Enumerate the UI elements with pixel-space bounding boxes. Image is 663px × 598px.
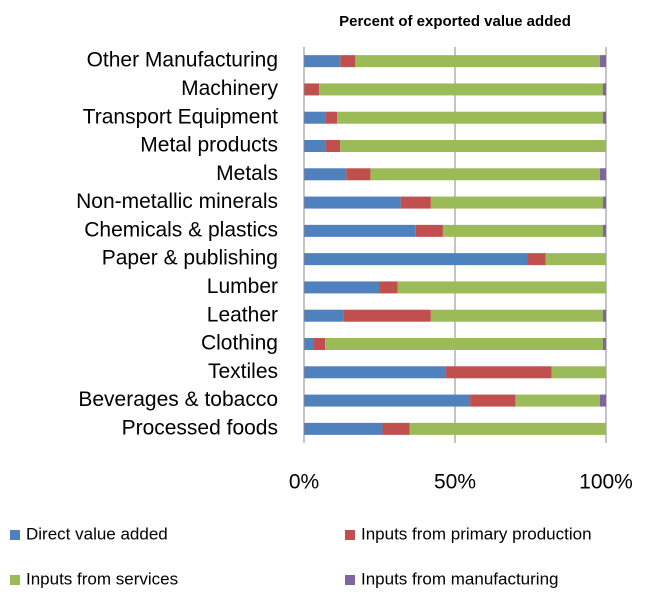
bar-segment: [379, 281, 398, 294]
bar-segment: [445, 366, 552, 379]
bar-segment: [599, 168, 606, 181]
bar-segment: [602, 196, 606, 209]
bar-segment: [313, 338, 326, 350]
chart-title: Percent of exported value added: [339, 13, 571, 30]
bar-segment: [382, 422, 410, 435]
x-tick-label: 0%: [289, 471, 319, 494]
bar-segment: [346, 168, 371, 181]
bar-segment: [602, 338, 606, 350]
bar-segment: [355, 55, 600, 68]
bar-segment: [304, 140, 326, 152]
bar-segment: [304, 168, 347, 181]
legend-label: Inputs from services: [26, 569, 178, 588]
bar-segment: [430, 309, 603, 322]
bar-segment: [415, 224, 443, 237]
bar-segment: [304, 253, 528, 266]
bar-segment: [430, 196, 603, 209]
bar-segment: [337, 111, 603, 124]
bar-segment: [304, 366, 446, 379]
legend-label: Direct value added: [26, 524, 168, 543]
bar-segment: [545, 253, 606, 266]
x-tick-label: 50%: [434, 471, 476, 494]
legend-swatch: [10, 530, 20, 540]
bar-segment: [340, 140, 606, 152]
bar-segment: [442, 224, 603, 237]
bar-segment: [551, 366, 606, 379]
legend-label: Inputs from manufacturing: [361, 569, 558, 588]
bar-segment: [515, 394, 600, 407]
y-tick-label: Transport Equipment: [83, 105, 278, 128]
y-tick-label: Leather: [207, 303, 278, 326]
bar-segment: [602, 224, 606, 237]
bar-segment: [304, 83, 320, 96]
bar-segment: [304, 111, 326, 124]
y-tick-label: Textiles: [208, 360, 278, 383]
y-tick-label: Beverages & tobacco: [78, 388, 278, 411]
bar-segment: [340, 55, 356, 68]
bar-segment: [470, 394, 516, 407]
x-tick-label: 100%: [579, 471, 633, 494]
y-tick-label: Metals: [216, 162, 278, 185]
bar-segment: [409, 422, 606, 435]
bar-segment: [325, 111, 338, 124]
bar-segment: [602, 111, 606, 124]
bar-segment: [527, 253, 546, 266]
bar-segment: [304, 55, 341, 68]
bar-segment: [304, 422, 383, 435]
bar-segment: [319, 83, 603, 96]
bar-segment: [304, 394, 471, 407]
bar-segment: [304, 224, 416, 237]
legend-swatch: [345, 530, 355, 540]
bar-segment: [304, 196, 401, 209]
y-tick-label: Metal products: [140, 134, 278, 157]
y-tick-label: Clothing: [201, 332, 278, 355]
bar-segment: [304, 281, 380, 294]
y-tick-label: Non-metallic minerals: [76, 190, 278, 213]
bar-segment: [370, 168, 600, 181]
bar-segment: [602, 83, 606, 96]
y-tick-label: Other Manufacturing: [87, 49, 278, 72]
bar-segment: [343, 309, 431, 322]
bar-segment: [325, 338, 603, 350]
bar-segment: [602, 309, 606, 322]
bar-segment: [325, 140, 341, 152]
legend-swatch: [345, 575, 355, 585]
bar-segment: [599, 394, 606, 407]
y-tick-label: Lumber: [207, 275, 278, 298]
bar-segment: [304, 309, 344, 322]
bar-segment: [599, 55, 606, 68]
y-tick-label: Processed foods: [122, 416, 278, 439]
y-tick-label: Machinery: [181, 77, 278, 100]
bar-segment: [304, 338, 314, 350]
legend-swatch: [10, 575, 20, 585]
bar-segment: [400, 196, 431, 209]
y-tick-label: Paper & publishing: [102, 247, 278, 270]
legend-label: Inputs from primary production: [361, 524, 592, 543]
bar-segment: [397, 281, 606, 294]
y-tick-label: Chemicals & plastics: [84, 218, 278, 241]
